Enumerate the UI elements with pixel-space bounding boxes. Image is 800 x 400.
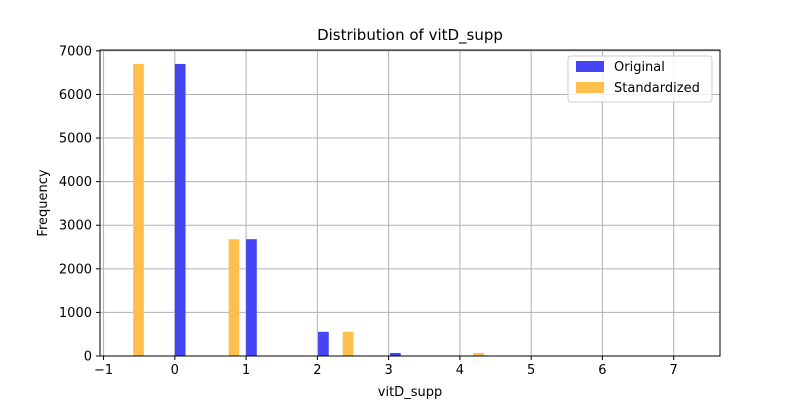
bar-original — [174, 63, 186, 356]
legend-label-original: Original — [614, 60, 665, 75]
x-tick-label: 7 — [670, 363, 678, 378]
y-tick-label: 0 — [84, 350, 92, 365]
x-tick-label: 3 — [384, 363, 392, 378]
bar-original — [318, 331, 329, 356]
y-tick-label: 7000 — [59, 44, 92, 59]
bars — [133, 63, 484, 356]
plot-frame — [99, 49, 721, 357]
x-tick-label: −1 — [94, 363, 113, 378]
y-tick-label: 4000 — [59, 175, 92, 190]
y-axis-label: Frequency — [36, 169, 51, 236]
bar-original — [246, 239, 257, 356]
y-tick-label: 6000 — [59, 88, 92, 103]
bar-standardized — [133, 63, 144, 356]
x-tick-label: 1 — [242, 363, 250, 378]
y-tick-label: 1000 — [59, 306, 92, 321]
legend-swatch-original — [576, 61, 604, 72]
legend-swatch-standardized — [576, 82, 604, 93]
x-tick-label: 4 — [456, 363, 464, 378]
x-tick-label: 0 — [171, 363, 179, 378]
legend: Original Standardized — [567, 55, 713, 103]
x-tick-label: 2 — [313, 363, 321, 378]
bar-original — [390, 352, 401, 356]
y-tick-label: 5000 — [59, 132, 92, 147]
bar-standardized — [342, 331, 354, 356]
x-tick-label: 6 — [598, 363, 606, 378]
bar-standardized — [473, 352, 484, 356]
y-tick-label: 2000 — [59, 262, 92, 277]
y-tick-label: 3000 — [59, 219, 92, 234]
x-axis-label: vitD_supp — [378, 385, 442, 400]
legend-label-standardized: Standardized — [614, 81, 700, 96]
x-tick-label: 5 — [527, 363, 535, 378]
chart-title: Distribution of vitD_supp — [317, 26, 503, 45]
bar-standardized — [228, 239, 240, 356]
